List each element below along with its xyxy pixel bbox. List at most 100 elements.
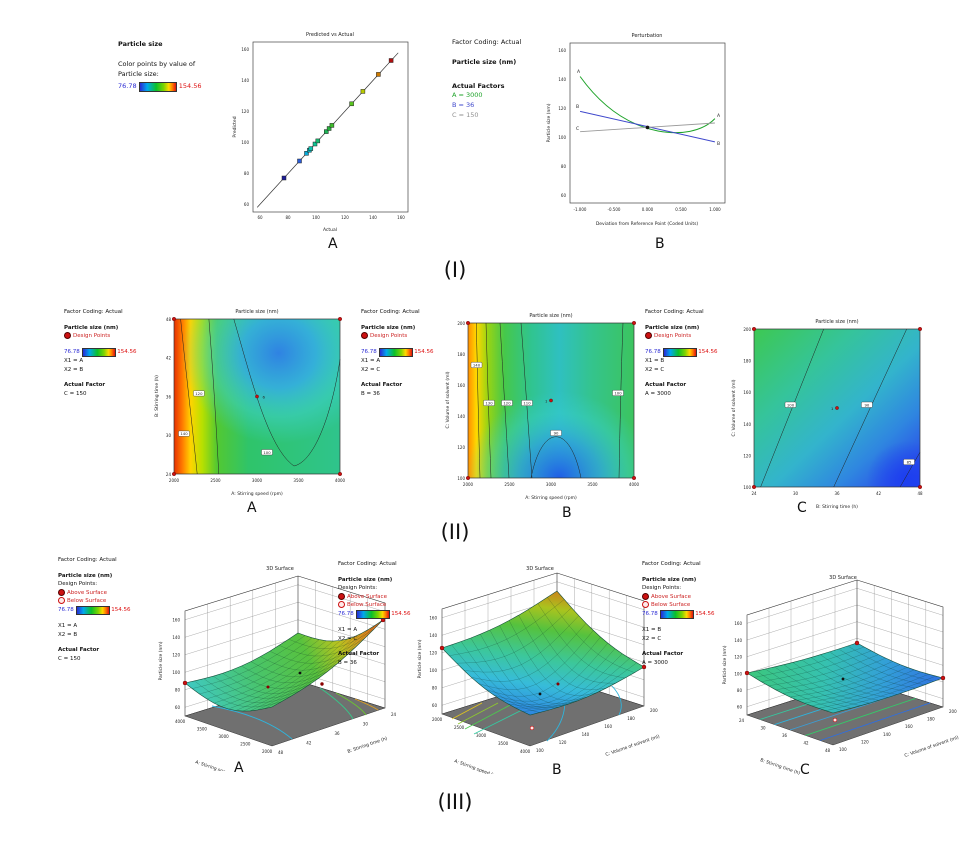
tick-label: 160 [905, 724, 913, 729]
z-axis-ticks: 160 140 120 100 80 60 [172, 618, 180, 711]
tick-label: 160 [457, 383, 465, 388]
legend-response: Particle size (nm) [645, 324, 700, 331]
plot-title: 3D Surface [829, 575, 857, 581]
legend-contour-a: Factor Coding: Actual Particle size (nm)… [64, 308, 142, 398]
surface-mesh-line [811, 671, 922, 706]
x-axis-ticks: -1.000 -0.500 0.000 0.500 1.000 [574, 207, 722, 212]
legend-line: Color points by value of [118, 59, 196, 68]
surface-mesh-line [222, 673, 310, 694]
surface-mesh-line [537, 603, 626, 679]
surface-mesh-line [463, 615, 579, 673]
legend-response: Particle size (nm) [58, 572, 113, 579]
tick-label: 180 [927, 717, 935, 722]
surface-mesh-line [199, 637, 313, 695]
b-axis-ticks: 48 42 36 30 24 [278, 712, 397, 755]
tick-label: 42 [306, 741, 312, 746]
tick-label: 24 [751, 491, 757, 496]
design-point-icon [64, 332, 71, 340]
surface-mesh-line [783, 664, 870, 704]
section-label-1: (I) [443, 258, 467, 282]
plot-title: 3D Surface [526, 566, 554, 572]
contour-plot-ac: Particle size (nm) 140 130 120 110 100 9… [445, 313, 640, 501]
color-scale: 76.78 154.56 [118, 82, 248, 93]
tick-label: 120 [172, 653, 180, 658]
svg-text:100: 100 [614, 391, 622, 396]
tick-label: 80 [432, 686, 438, 691]
tick-label: 200 [457, 321, 465, 326]
tick-label: 48 [166, 317, 172, 322]
tick-label: 48 [278, 750, 284, 755]
surface-mesh-line [478, 630, 594, 690]
tick-label: 60 [561, 193, 567, 198]
above-surface-text: Above Surface [67, 589, 107, 596]
surface-mesh-line [206, 639, 320, 700]
tick-label: 100 [743, 485, 751, 490]
legend-response: Particle size (nm) [642, 576, 697, 583]
surface-mesh-line [250, 632, 362, 712]
tick-label: 36 [166, 395, 172, 400]
tick-label: 120 [743, 453, 751, 458]
below-surface: Below Surface [338, 601, 418, 610]
center-point-count: 6 [263, 395, 266, 400]
y-axis-label: B: Stirring time (h) [154, 375, 160, 417]
surface-mesh-line [485, 636, 601, 697]
tick-label: 36 [335, 731, 341, 736]
design-points [752, 326, 922, 489]
color-gradient-bar [355, 609, 390, 619]
color-scale: 76.78 154.56 [58, 605, 138, 616]
surface-mesh-line [250, 661, 337, 678]
legend-design-points: Design Points: [58, 581, 98, 588]
tick-label: 3000 [476, 733, 487, 738]
held-factor: A = 3000 [645, 390, 671, 397]
surface-mesh-line [775, 657, 886, 690]
tick-label: 100 [312, 215, 320, 220]
factor-b-value: B = 36 [452, 101, 475, 109]
tick-label: 200 [650, 708, 658, 713]
surface-mesh-line [522, 662, 637, 712]
tick-label: 140 [241, 78, 249, 83]
legend-contour-c: Factor Coding: Actual Particle size (nm)… [645, 308, 723, 398]
tick-label: 120 [861, 739, 869, 744]
tick-label: 120 [457, 445, 465, 450]
legend-perturbation: Factor Coding: Actual Particle size (nm)… [452, 38, 552, 121]
tick-label: 2500 [454, 725, 465, 730]
tick-label: 140 [172, 635, 180, 640]
design-point-icon [361, 332, 368, 340]
below-surface-text: Below Surface [651, 602, 691, 609]
surface-mesh-line [260, 655, 347, 671]
held-factor: B = 36 [338, 659, 357, 666]
surface-mesh-line [829, 651, 916, 689]
legend-scatter: Particle size Color points by value of P… [118, 40, 248, 93]
tick-label: 60 [244, 202, 250, 207]
surface-mesh-line [818, 674, 929, 709]
x-axis-ticks: 2000 2500 3000 3500 4000 [169, 478, 346, 483]
tick-label: 30 [363, 722, 369, 727]
tick-label: 24 [739, 718, 745, 723]
color-scale: 76.78 154.56 [64, 347, 142, 358]
color-scale: 76.78 154.56 [361, 347, 439, 358]
held-factor: C = 150 [64, 390, 87, 397]
surface-mesh-line [235, 638, 348, 711]
z-axis-ticks: 160 140 120 100 80 60 [734, 621, 742, 710]
below-surface-text: Below Surface [67, 598, 107, 605]
tick-label: 4000 [335, 478, 346, 483]
svg-text:140: 140 [180, 431, 188, 436]
legend-surface-a: Factor Coding: Actual Particle size (nm)… [58, 556, 138, 663]
tick-label: 48 [825, 748, 831, 753]
c-axis-ticks: 100 120 140 160 180 200 [839, 709, 957, 752]
scale-high: 154.56 [391, 610, 411, 617]
tick-label: 3500 [587, 482, 598, 487]
x-axis-label: B: Stirring time (h) [816, 504, 858, 510]
surface-mesh-line [507, 653, 623, 707]
scale-low: 76.78 [58, 606, 74, 613]
z-axis-label: Particle size (nm) [417, 639, 423, 678]
x2-assignment: X2 = B [58, 631, 78, 638]
tick-label: 0.000 [642, 207, 654, 212]
x1-assignment: X1 = A [64, 358, 84, 365]
scale-high: 154.56 [111, 606, 131, 613]
tick-label: 100 [839, 747, 847, 752]
tick-label: 48 [917, 491, 923, 496]
tick-label: 120 [734, 655, 742, 660]
color-scale: 76.78 154.56 [645, 347, 723, 358]
legend-title: Particle size [118, 40, 163, 48]
